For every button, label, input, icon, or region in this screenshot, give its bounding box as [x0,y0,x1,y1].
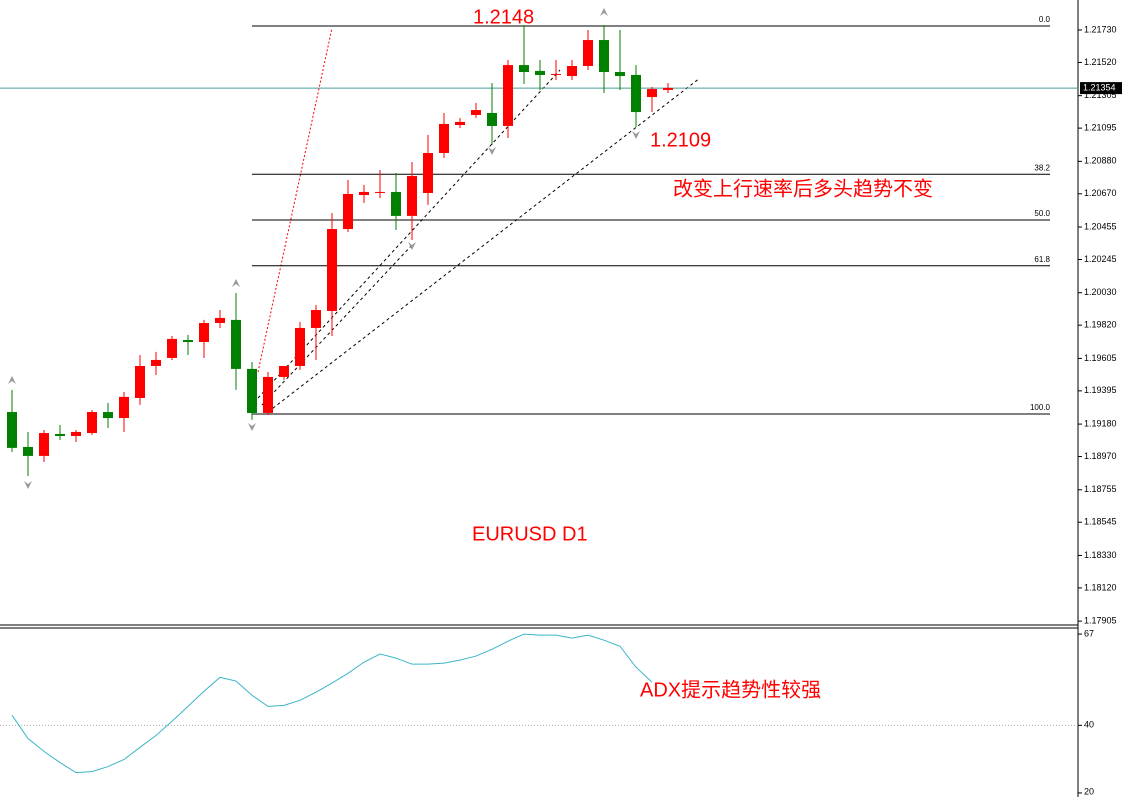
candle-body [519,65,529,73]
annotation: EURUSD D1 [472,523,588,545]
candle-body [39,433,49,456]
y-tick-label: 1.18970 [1084,451,1117,461]
candle-body [55,433,65,436]
candle-body [327,229,337,311]
adx-line [11,633,653,774]
trend-line [257,27,333,373]
y-tick-label: 1.20455 [1084,221,1117,231]
y-tick-label: 67 [1084,628,1094,638]
candle-body [295,327,305,366]
candle-body [103,412,113,419]
y-tick-label: 1.17905 [1084,616,1117,626]
y-tick-label: 1.20245 [1084,254,1117,264]
y-tick-label: 1.18545 [1084,517,1117,527]
y-tick-label: 1.21730 [1084,24,1117,34]
candle-body [583,40,593,66]
candle-body [279,365,289,377]
candle-body [119,396,129,419]
candle-body [215,317,225,324]
candle-body [375,191,385,193]
y-tick-label: 1.18120 [1084,582,1117,592]
candle-body [551,74,561,76]
candle-body [391,191,401,216]
annotation: 1.2109 [650,129,711,151]
y-tick-label: 1.20030 [1084,287,1117,297]
candle-body [343,193,353,230]
current-price-box [1080,82,1122,95]
candle-body [135,365,145,398]
candle-body [407,176,417,216]
y-tick-label: 1.20670 [1084,188,1117,198]
candle-body [71,431,81,436]
candle-body [455,121,465,126]
fib-label: 0.0 [1039,15,1051,24]
trend-line [267,77,701,413]
candle-body [631,74,641,113]
candle-body [567,65,577,77]
candle-body [247,368,257,413]
candle-body [647,89,657,98]
candle-body [503,65,513,126]
candle-body [199,323,209,343]
y-tick-label: 1.21095 [1084,122,1117,132]
fib-label: 61.8 [1034,255,1050,264]
annotation: ADX提示趋势性较强 [640,678,821,701]
candle-body [167,338,177,358]
y-tick-label: 1.21520 [1084,57,1117,67]
y-tick-label: 1.18755 [1084,484,1117,494]
candle-body [487,112,497,126]
fib-label: 100.0 [1030,403,1051,412]
candle-body [535,70,545,75]
y-tick-label: 1.19180 [1084,418,1117,428]
fractal-markers [8,8,640,489]
annotation: 1.2148 [473,6,534,28]
candle-body [615,72,625,77]
candle-body [599,40,609,73]
y-tick-label: 20 [1084,786,1094,796]
fib-label: 38.2 [1034,163,1050,172]
y-tick-label: 1.19820 [1084,320,1117,330]
candle-body [423,153,433,194]
candle-body [359,191,369,196]
y-tick-label: 1.19395 [1084,385,1117,395]
y-tick-label: 1.18330 [1084,550,1117,560]
candle-body [311,310,321,328]
candle-body [183,340,193,343]
trend-line [257,69,561,399]
annotation: 改变上行速率后多头趋势不变 [673,177,933,200]
candle-body [87,412,97,434]
current-price-label: 1.21354 [1083,82,1116,92]
candle-body [7,412,17,448]
candle-body [23,446,33,456]
candle-body [263,376,273,413]
y-tick-label: 1.20880 [1084,156,1117,166]
candle-body [439,123,449,154]
candle-body [151,359,161,366]
y-tick-label: 1.19605 [1084,353,1117,363]
y-tick-label: 40 [1084,720,1094,730]
trend-line [261,244,413,406]
candle-body [231,319,241,369]
y-tick-label: 1.21305 [1084,90,1117,100]
candle-body [663,87,673,90]
fib-label: 50.0 [1034,209,1050,218]
candle-body [471,110,481,115]
